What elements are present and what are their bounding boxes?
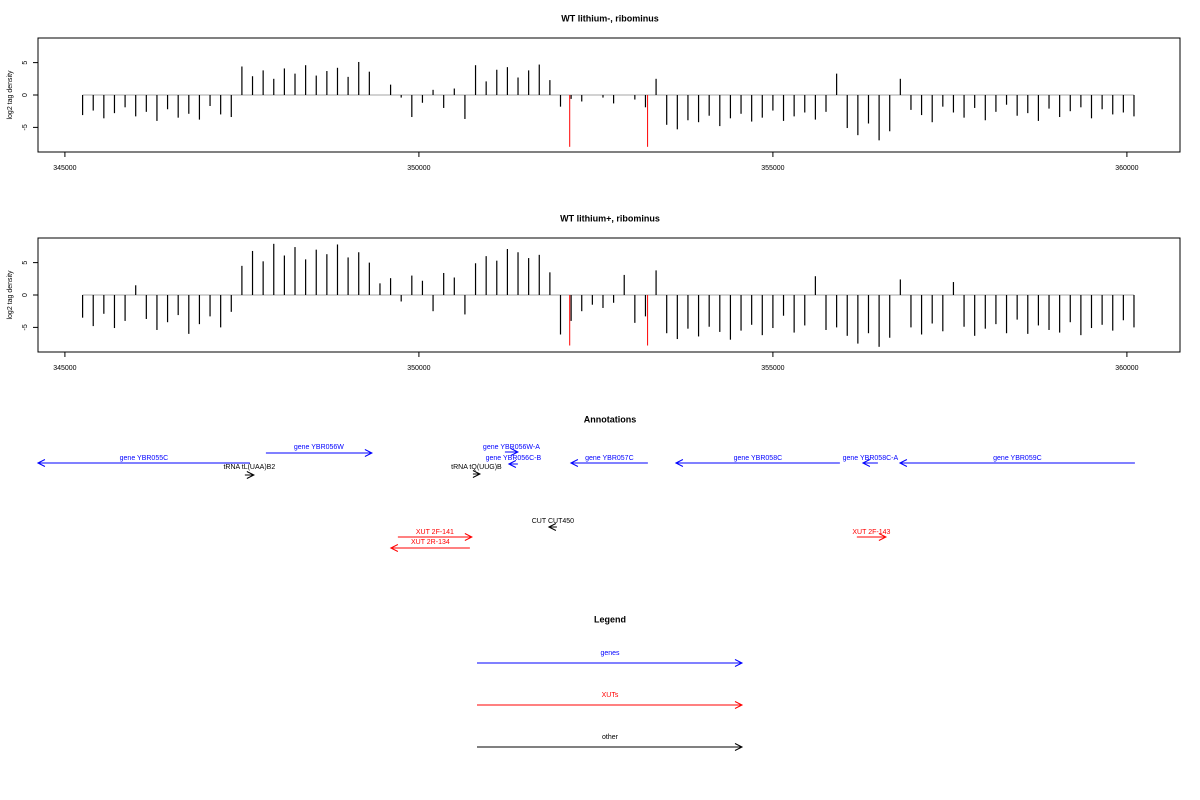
y-tick-label: 0 bbox=[22, 93, 29, 97]
annotation-label: gene YBR056W-A bbox=[483, 444, 540, 451]
x-tick-label: 360000 bbox=[1115, 365, 1138, 372]
x-tick-label: 350000 bbox=[407, 165, 430, 172]
annotation-arrow-head bbox=[510, 448, 519, 456]
annotation-arrow-head bbox=[364, 449, 374, 457]
y-axis-label: log2 tag density bbox=[7, 70, 14, 120]
annotation-arrow-head bbox=[36, 459, 46, 467]
x-tick-label: 350000 bbox=[407, 365, 430, 372]
annotation-arrow-head bbox=[389, 544, 399, 552]
annotation-label: gene YBR058C bbox=[734, 455, 783, 462]
annotation-arrow-head bbox=[464, 533, 473, 541]
annotations-title: Annotations bbox=[584, 414, 637, 424]
y-axis-label: log2 tag density bbox=[7, 270, 14, 320]
x-tick-label: 355000 bbox=[761, 365, 784, 372]
annotation-label: gene YBR057C bbox=[585, 455, 634, 462]
chart-title: WT lithium+, ribominus bbox=[560, 213, 660, 223]
annotation-label: tRNA tL(UAA)B2 bbox=[223, 464, 275, 471]
annotation-label: gene YBR055C bbox=[120, 455, 169, 462]
annotation-label: gene YBR058C-A bbox=[843, 455, 899, 462]
annotation-label: gene YBR056W bbox=[294, 444, 344, 451]
y-tick-label: 0 bbox=[22, 293, 29, 297]
annotation-label: XUT 2F-143 bbox=[852, 529, 890, 536]
y-tick-label: 5 bbox=[22, 61, 29, 65]
y-tick-label: -5 bbox=[22, 324, 29, 330]
annotation-arrow-head bbox=[507, 460, 517, 468]
annotation-label: gene YBR059C bbox=[993, 455, 1042, 462]
annotation-arrow-head bbox=[569, 459, 579, 467]
annotation-arrow-head bbox=[472, 470, 482, 478]
chart-title: WT lithium-, ribominus bbox=[561, 13, 659, 23]
x-tick-label: 355000 bbox=[761, 165, 784, 172]
y-tick-label: -5 bbox=[22, 124, 29, 130]
annotation-label: CUT CUT450 bbox=[532, 518, 574, 525]
legend-label: genes bbox=[600, 650, 620, 657]
y-tick-label: 5 bbox=[22, 261, 29, 265]
x-tick-label: 360000 bbox=[1115, 165, 1138, 172]
annotation-arrow-head bbox=[861, 459, 871, 467]
annotation-arrow-head bbox=[878, 533, 888, 541]
annotation-label: gene YBR056C-B bbox=[486, 455, 542, 462]
annotation-label: XUT 2R-134 bbox=[411, 539, 450, 546]
x-tick-label: 345000 bbox=[53, 365, 76, 372]
legend-arrow-head bbox=[734, 743, 744, 751]
legend-label: XUTs bbox=[602, 692, 619, 699]
annotation-label: tRNA tQ(UUG)B bbox=[451, 464, 502, 471]
annotation-arrow-head bbox=[547, 523, 557, 531]
annotation-arrow-head bbox=[246, 471, 255, 479]
legend-arrow-head bbox=[734, 659, 744, 667]
legend-label: other bbox=[602, 734, 619, 741]
legend-title: Legend bbox=[594, 614, 626, 624]
annotation-arrow-head bbox=[674, 459, 684, 467]
x-tick-label: 345000 bbox=[53, 165, 76, 172]
legend-arrow-head bbox=[734, 701, 744, 709]
annotation-label: XUT 2F-141 bbox=[416, 529, 454, 536]
annotation-arrow-head bbox=[898, 459, 908, 467]
